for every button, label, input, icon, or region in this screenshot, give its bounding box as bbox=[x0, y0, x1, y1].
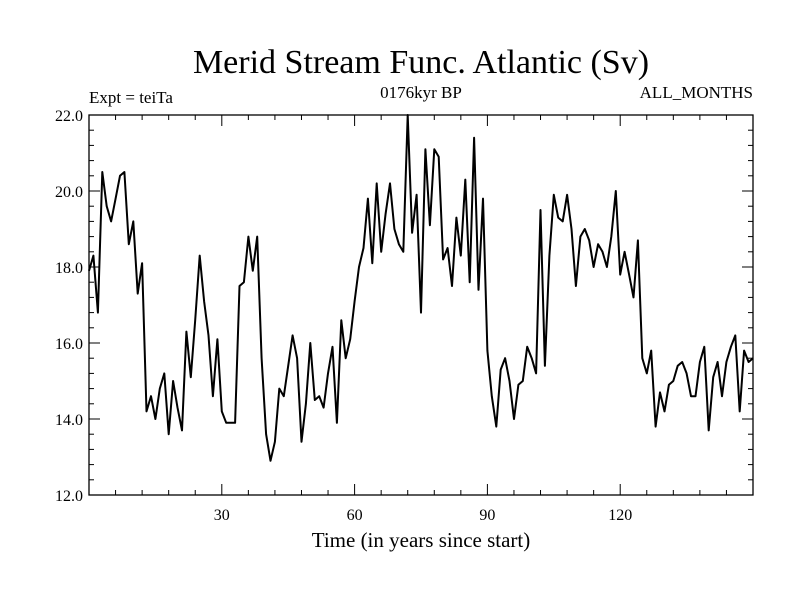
y-tick-label: 14.0 bbox=[55, 412, 83, 429]
axes: 12.0 14.0 16.0 18.0 20.0 22.0 30 60 90 120 bbox=[55, 108, 753, 524]
x-tick-label: 60 bbox=[347, 507, 363, 524]
series-line bbox=[88, 114, 754, 462]
x-tick-label: 30 bbox=[214, 507, 230, 524]
x-axis-label: Time (in years since start) bbox=[312, 528, 531, 552]
y-tick-label: 18.0 bbox=[55, 260, 83, 277]
plot-frame bbox=[88, 114, 754, 496]
x-tick-label: 120 bbox=[608, 507, 632, 524]
x-tick-label: 90 bbox=[479, 507, 495, 524]
chart-title: Merid Stream Func. Atlantic (Sv) bbox=[193, 44, 649, 81]
period-label: 0176kyr BP bbox=[380, 83, 462, 102]
experiment-label: Expt = teiTa bbox=[89, 88, 173, 107]
y-tick-label: 20.0 bbox=[55, 184, 83, 201]
y-tick-label: 16.0 bbox=[55, 336, 83, 353]
y-tick-label: 22.0 bbox=[55, 108, 83, 125]
months-label: ALL_MONTHS bbox=[640, 83, 753, 102]
y-tick-label: 12.0 bbox=[55, 488, 83, 505]
